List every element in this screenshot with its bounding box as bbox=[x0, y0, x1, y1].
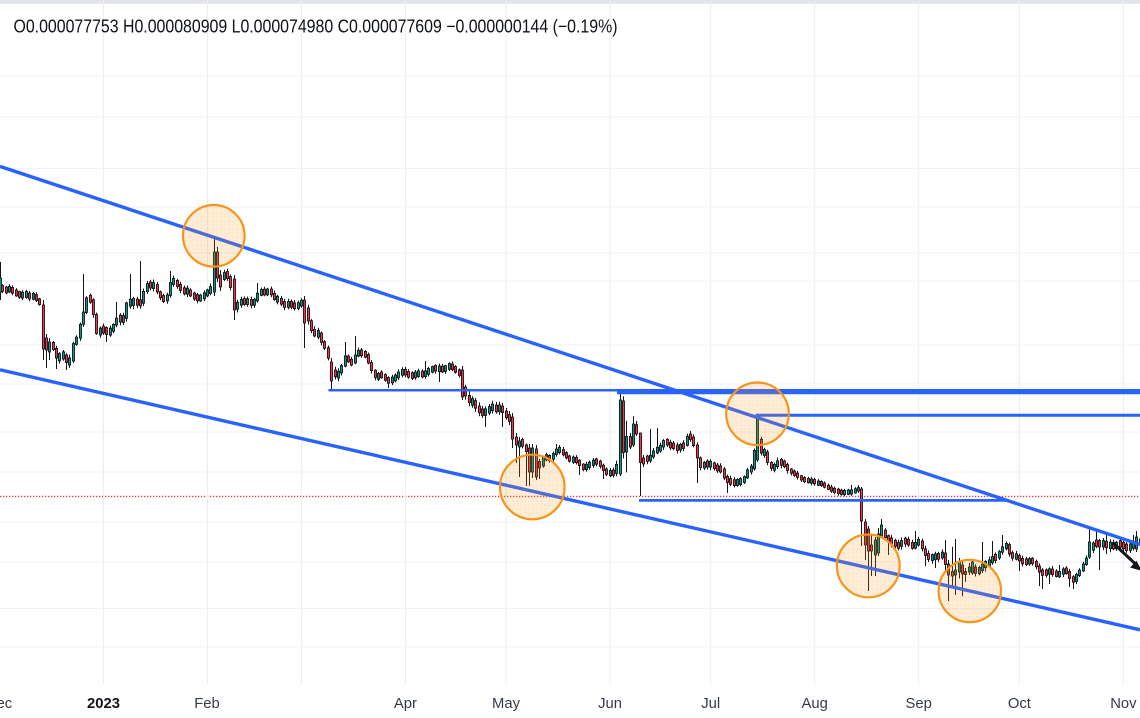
svg-text:May: May bbox=[492, 696, 521, 712]
svg-text:Apr: Apr bbox=[394, 696, 417, 712]
svg-text:Sep: Sep bbox=[906, 696, 932, 712]
svg-text:Aug: Aug bbox=[802, 696, 828, 712]
svg-text:2023: 2023 bbox=[87, 696, 120, 712]
svg-text:Nov: Nov bbox=[1110, 696, 1137, 712]
svg-text:O0.000077753 H0.000080909 L0.0: O0.000077753 H0.000080909 L0.000074980 C… bbox=[14, 16, 618, 36]
svg-text:Jun: Jun bbox=[598, 696, 622, 712]
svg-text:Oct: Oct bbox=[1008, 696, 1031, 712]
svg-text:Feb: Feb bbox=[194, 696, 220, 712]
svg-text:Jul: Jul bbox=[701, 696, 720, 712]
svg-text:Dec: Dec bbox=[0, 696, 13, 712]
